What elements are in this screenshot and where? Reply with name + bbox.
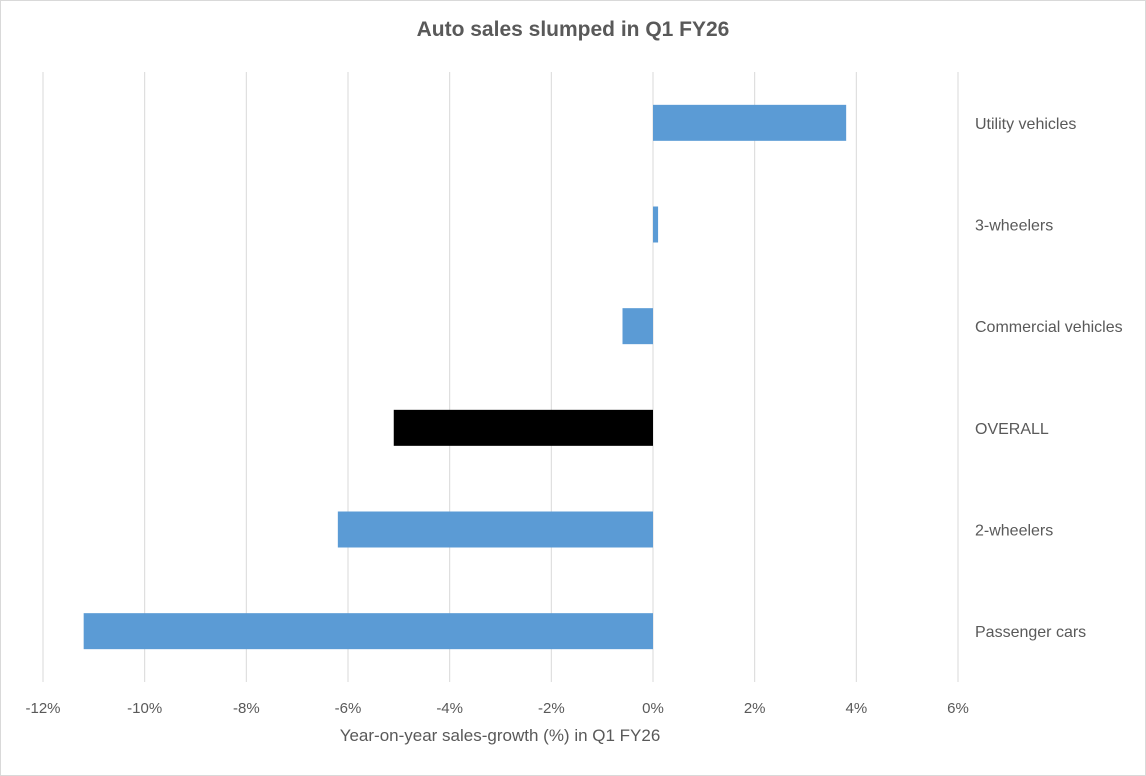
- category-label: OVERALL: [975, 421, 1049, 438]
- bar: [653, 104, 847, 141]
- chart-title: Auto sales slumped in Q1 FY26: [416, 18, 730, 41]
- x-tick-label: -4%: [436, 700, 463, 717]
- x-tick-label: 0%: [642, 700, 664, 717]
- bar: [653, 206, 659, 243]
- category-label: Commercial vehicles: [975, 319, 1123, 336]
- x-tick-label: 6%: [947, 700, 969, 717]
- x-tick-label: -6%: [335, 700, 362, 717]
- bar: [393, 409, 653, 446]
- category-label: 3-wheelers: [975, 218, 1053, 235]
- x-tick-label: -12%: [25, 700, 60, 717]
- x-axis-label: Year-on-year sales-growth (%) in Q1 FY26: [339, 726, 661, 745]
- x-tick-label: -8%: [233, 700, 260, 717]
- category-label: Utility vehicles: [975, 116, 1076, 133]
- bar: [83, 613, 653, 650]
- bar: [337, 511, 653, 548]
- category-label: 2-wheelers: [975, 523, 1053, 540]
- bar: [622, 308, 653, 345]
- x-tick-label: -10%: [127, 700, 162, 717]
- x-tick-label: -2%: [538, 700, 565, 717]
- category-label: Passenger cars: [975, 624, 1086, 641]
- x-tick-label: 2%: [744, 700, 766, 717]
- x-tick-label: 4%: [845, 700, 867, 717]
